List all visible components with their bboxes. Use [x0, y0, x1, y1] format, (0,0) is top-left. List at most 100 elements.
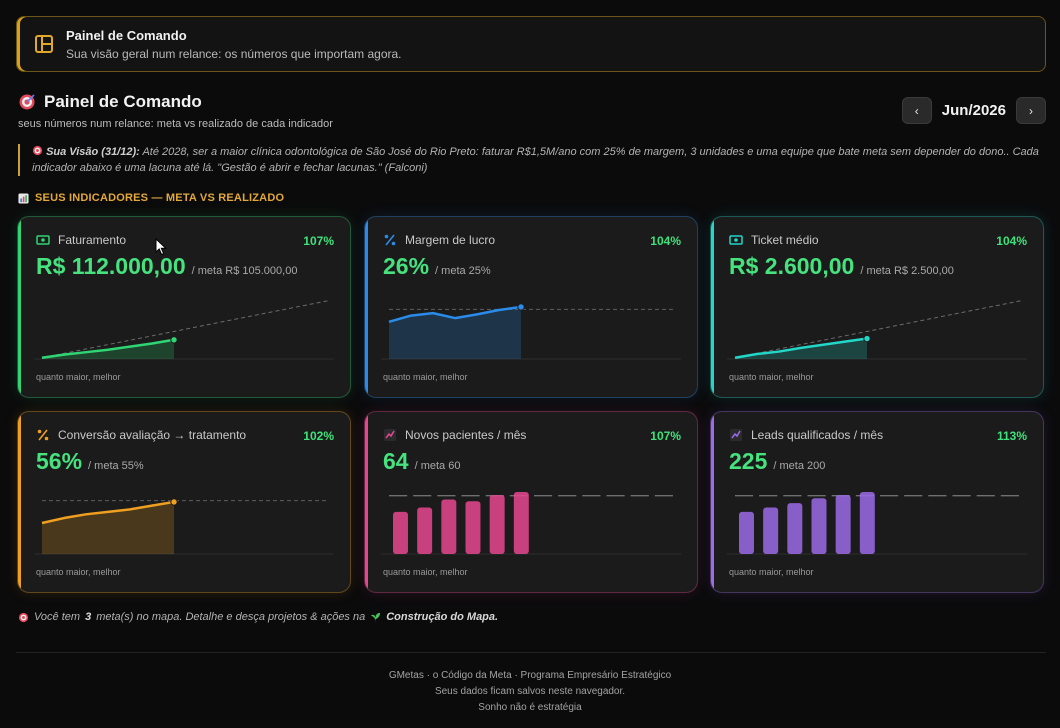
- kpi-card[interactable]: Faturamento 107% R$ 112.000,00 / meta R$ 10…: [17, 216, 351, 398]
- kpi-sparkline: [381, 492, 681, 555]
- kpi-meta: / meta 60: [414, 460, 461, 472]
- kpi-name: Margem de lucro: [405, 233, 496, 247]
- actual-area: [42, 501, 174, 554]
- bar: [513, 492, 529, 554]
- percent-icon: [37, 429, 49, 441]
- footer-line-1: GMetas · o Código da Meta · Programa Emp…: [388, 670, 672, 681]
- kpi-sparkline: [34, 498, 334, 555]
- kpi-meta: / meta 25%: [435, 265, 491, 277]
- vision-statement: Sua Visão (31/12): Até 2028, ser a maior…: [18, 144, 1046, 176]
- sprout-icon: [371, 612, 381, 622]
- current-month: Jun/2026: [941, 102, 1006, 119]
- kpi-name: Conversão avaliação → tratamento: [58, 428, 247, 442]
- next-month-button[interactable]: ›: [1016, 97, 1046, 124]
- kpi-sparkline: [727, 492, 1027, 555]
- kpi-percent: 107%: [303, 234, 334, 248]
- footer-divider: [16, 652, 1046, 653]
- vision-text: Até 2028, ser a maior clínica odontológi…: [32, 146, 1039, 174]
- bar: [393, 511, 408, 554]
- actual-line: [734, 337, 868, 359]
- kpi-header: Faturamento: [36, 233, 126, 247]
- bar: [835, 495, 851, 554]
- actual-line: [41, 338, 175, 359]
- maps-footnote: Você tem 3 meta(s) no mapa. Detalhe e de…: [18, 611, 498, 623]
- footnote-prefix: Você tem: [34, 611, 81, 623]
- banner-subtitle: Sua visão geral num relance: os números …: [66, 46, 402, 61]
- percent-icon: [384, 234, 396, 246]
- cash-icon: [36, 235, 50, 245]
- kpi-header: Conversão avaliação → tratamento: [36, 428, 246, 442]
- page-title: Painel de Comando: [18, 92, 333, 112]
- latest-point: [863, 334, 871, 343]
- kpi-card[interactable]: Leads qualificados / mês 113% 225 / meta 20…: [710, 411, 1044, 593]
- kpi-sparkline: [381, 303, 681, 360]
- footer-line-2: Seus dados ficam salvos neste navegador.: [434, 686, 626, 697]
- target-icon: [18, 612, 29, 622]
- footer-line-3: Sonho não é estratégia: [478, 702, 582, 713]
- kpi-meta: / meta R$ 105.000,00: [191, 265, 298, 277]
- kpi-name: Leads qualificados / mês: [751, 428, 884, 442]
- kpi-percent: 104%: [650, 234, 681, 248]
- card-accent: [18, 412, 21, 592]
- bar: [465, 501, 481, 554]
- actual-line: [41, 500, 175, 525]
- target-trend-line: [41, 300, 329, 359]
- mouse-cursor-icon: [155, 238, 167, 256]
- kpi-card[interactable]: Ticket médio 104% R$ 2.600,00 / meta R$ 2.5…: [710, 216, 1044, 398]
- kpi-header: Margem de lucro: [383, 233, 495, 247]
- bar-chart-icon: [18, 192, 29, 204]
- card-accent: [711, 217, 714, 397]
- bar: [811, 498, 827, 554]
- kpi-name: Ticket médio: [751, 233, 819, 247]
- kpi-direction: quanto maior, melhor: [383, 567, 468, 577]
- kpi-direction: quanto maior, melhor: [36, 372, 121, 382]
- kpi-percent: 107%: [650, 429, 681, 443]
- latest-point: [170, 498, 178, 506]
- target-icon: [19, 94, 35, 110]
- footnote-middle: meta(s) no mapa. Detalhe e desça projeto…: [96, 611, 366, 623]
- kpi-value: 26%: [383, 253, 430, 279]
- chart-icon: [730, 429, 742, 441]
- goal-count: 3: [85, 611, 92, 623]
- kpi-name: Novos pacientes / mês: [405, 428, 527, 442]
- bar: [859, 492, 875, 554]
- target-trend-line: [734, 300, 1022, 359]
- actual-area: [389, 306, 521, 359]
- kpi-value: 56%: [36, 448, 83, 474]
- kpi-name: Faturamento: [58, 233, 127, 247]
- kpi-header: Novos pacientes / mês: [383, 428, 526, 442]
- kpi-direction: quanto maior, melhor: [36, 567, 121, 577]
- page-title-text: Painel de Comando: [44, 92, 202, 111]
- kpi-meta: / meta 55%: [88, 460, 144, 472]
- kpi-sparkline: [34, 300, 334, 360]
- kpi-value: 225: [729, 448, 768, 474]
- kpi-value-row: R$ 2.600,00 / meta R$ 2.500,00: [729, 253, 954, 280]
- kpi-value-row: 26% / meta 25%: [383, 253, 491, 280]
- latest-point: [170, 336, 178, 344]
- kpi-card[interactable]: Margem de lucro 104% 26% / meta 25% quanto m…: [364, 216, 698, 398]
- kpi-card[interactable]: Novos pacientes / mês 107% 64 / meta 60 quan…: [364, 411, 698, 593]
- prev-month-button[interactable]: ‹: [901, 97, 932, 124]
- card-accent: [18, 217, 21, 397]
- layout-icon: [35, 35, 53, 53]
- map-builder-link[interactable]: Construção do Mapa.: [386, 611, 499, 623]
- kpi-percent: 104%: [996, 234, 1027, 248]
- kpi-value-row: R$ 112.000,00 / meta R$ 105.000,00: [36, 253, 297, 280]
- kpi-direction: quanto maior, melhor: [729, 567, 814, 577]
- kpi-direction: quanto maior, melhor: [383, 372, 468, 382]
- card-accent: [711, 412, 714, 592]
- kpi-direction: quanto maior, melhor: [729, 372, 814, 382]
- kpi-card[interactable]: Conversão avaliação → tratamento 102% 56% /…: [17, 411, 351, 593]
- kpi-value: R$ 112.000,00: [36, 253, 186, 279]
- bar: [417, 507, 433, 554]
- bar: [441, 499, 457, 554]
- latest-point: [517, 303, 525, 311]
- kpi-header: Leads qualificados / mês: [729, 428, 883, 442]
- kpi-value: 64: [383, 448, 409, 474]
- month-navigator: ‹ Jun/2026 ›: [901, 97, 1046, 124]
- bar: [489, 495, 505, 554]
- kpi-meta: / meta 200: [773, 460, 826, 472]
- kpi-sparkline: [727, 300, 1027, 360]
- page-subtitle: seus números num relance: meta vs realiz…: [18, 118, 333, 130]
- info-banner: Painel de Comando Sua visão geral num re…: [16, 16, 1046, 72]
